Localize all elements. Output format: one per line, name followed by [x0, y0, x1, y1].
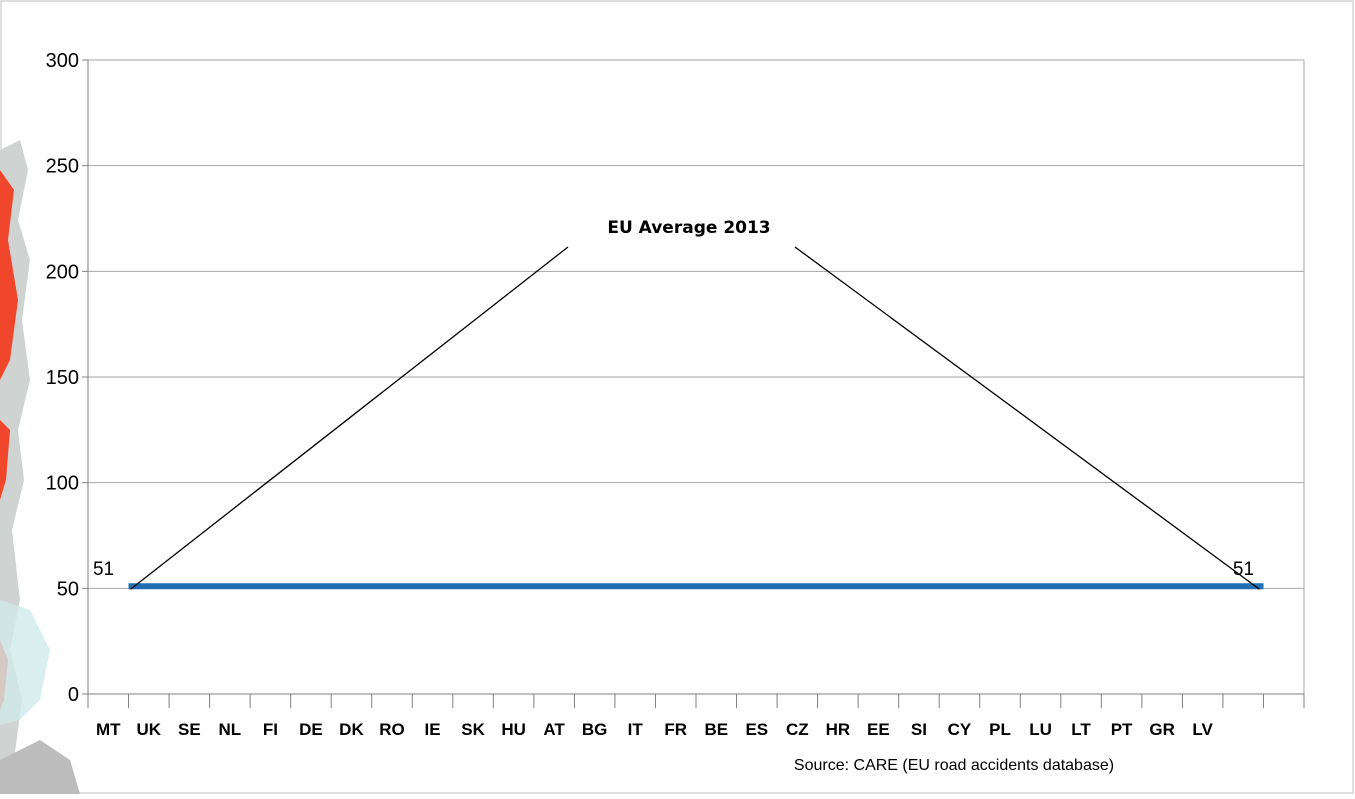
annotation-leader-right [794, 246, 1260, 590]
annotation-leader-left [130, 246, 569, 590]
x-tick-label: RO [379, 720, 405, 739]
x-tick-label: HR [826, 720, 851, 739]
x-tick-label: SE [178, 720, 201, 739]
x-tick-label: ES [745, 720, 768, 739]
y-tick-label: 300 [46, 50, 79, 72]
x-tick-label: SI [911, 720, 927, 739]
x-tick-label: BG [582, 720, 608, 739]
x-tick-label: LT [1071, 720, 1091, 739]
x-tick-label: LV [1192, 720, 1213, 739]
x-tick-label: NL [219, 720, 242, 739]
map-background-decoration [0, 140, 80, 794]
y-axis-ticks: 0 50 100 150 200 250 300 [46, 50, 88, 706]
x-tick-label: CY [948, 720, 972, 739]
data-label: 51 [93, 559, 114, 580]
x-tick-label: BE [704, 720, 728, 739]
x-tick-label: FR [664, 720, 687, 739]
y-tick-label: 100 [46, 473, 79, 495]
x-tick-label: GR [1149, 720, 1175, 739]
x-tick-label: DE [299, 720, 323, 739]
annotation-text: EU Average 2013 [607, 218, 770, 238]
annotation-layer: EU Average 2013 [130, 218, 1260, 590]
y-tick-label: 150 [46, 367, 79, 389]
y-tick-label: 200 [46, 261, 79, 283]
source-note: Source: CARE (EU road accidents database… [794, 757, 1114, 774]
x-tick-label: LU [1029, 720, 1052, 739]
x-tick-label: DK [339, 720, 364, 739]
y-tick-label: 250 [46, 156, 79, 178]
x-tick-label: PT [1111, 720, 1133, 739]
data-labels: 51 51 [93, 559, 1254, 580]
x-tick-label: SK [461, 720, 485, 739]
x-tick-label: IT [628, 720, 644, 739]
x-tick-label: CZ [786, 720, 809, 739]
x-axis-ticks: MT UK SE NL FI DE DK RO IE SK HU AT BG IT FR BE ES CZ HR EE… [87, 694, 1305, 739]
data-label: 51 [1233, 559, 1254, 580]
x-tick-label: FI [263, 720, 278, 739]
x-tick-label: MT [96, 720, 121, 739]
x-tick-label: PL [989, 720, 1011, 739]
x-tick-label: IE [425, 720, 441, 739]
y-tick-label: 50 [57, 578, 79, 600]
y-tick-label: 0 [68, 684, 79, 706]
x-tick-label: UK [137, 720, 162, 739]
x-tick-label: HU [501, 720, 526, 739]
x-tick-label: AT [543, 720, 565, 739]
x-tick-label: EE [867, 720, 890, 739]
